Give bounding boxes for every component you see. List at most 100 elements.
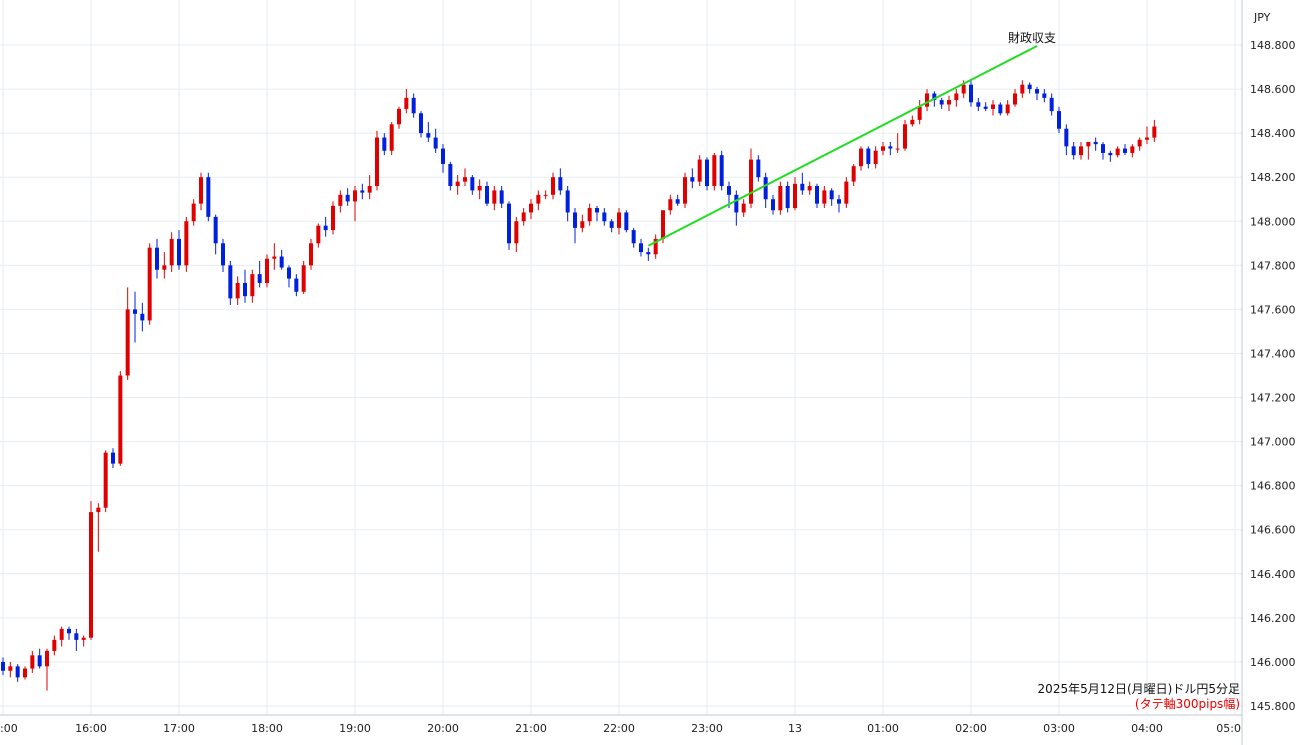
candle-down — [998, 104, 1003, 114]
y-tick-label: 147.000 — [1250, 436, 1296, 449]
candle-up — [45, 650, 49, 667]
candle-down — [565, 190, 570, 213]
candle-down — [441, 148, 445, 164]
candle-down — [1057, 111, 1061, 129]
candle-up — [521, 212, 526, 222]
candle-down — [609, 221, 614, 228]
candle-up — [822, 190, 827, 204]
candle-down — [639, 243, 643, 253]
currency-unit-label: JPY — [1254, 11, 1271, 24]
candle-up — [463, 177, 467, 182]
price-axis-labels: 148.800 148.600 148.400 148.200 148.000 147.8… — [1250, 39, 1296, 713]
candle-up — [947, 100, 951, 105]
y-tick-label: 145.800 — [1250, 700, 1296, 713]
candle-up — [59, 628, 64, 640]
candle-up — [910, 119, 915, 125]
candle-down — [228, 265, 233, 299]
candle-up — [697, 159, 702, 182]
x-tick-label: 17:00 — [163, 722, 195, 735]
candle-up — [272, 256, 277, 259]
candle-down — [74, 633, 79, 640]
y-tick-label: 147.600 — [1250, 303, 1296, 316]
y-tick-label: 148.000 — [1250, 215, 1296, 228]
annotation-label: 財政収支 — [1008, 31, 1057, 45]
candle-down — [360, 190, 365, 193]
y-tick-label: 147.800 — [1250, 259, 1296, 272]
candle-up — [859, 148, 863, 167]
candle-up — [793, 183, 797, 209]
y-tick-label: 148.400 — [1250, 127, 1296, 140]
candle-up — [961, 84, 966, 94]
candle-down — [756, 159, 761, 178]
candle-up — [712, 155, 717, 187]
x-tick-label: 03:00 — [1043, 722, 1075, 735]
candle-down — [558, 177, 563, 191]
candle-down — [1108, 152, 1113, 156]
candle-down — [15, 666, 20, 678]
candle-up — [316, 225, 321, 244]
candle-up — [536, 194, 541, 204]
candle-down — [705, 159, 709, 187]
candle-down — [771, 199, 775, 211]
candle-up — [778, 186, 783, 211]
candle-down — [624, 212, 629, 231]
x-tick-label: 01:00 — [867, 722, 899, 735]
candle-up — [873, 150, 878, 164]
candle-up — [353, 190, 357, 202]
candle-up — [587, 208, 592, 222]
candle-up — [954, 93, 959, 101]
candle-down — [1027, 84, 1032, 90]
candle-down — [470, 177, 475, 191]
candle-down — [1049, 97, 1054, 112]
candle-down — [595, 208, 599, 213]
candle-down — [37, 655, 42, 667]
candle-down — [243, 282, 247, 297]
candle-up — [1086, 141, 1091, 147]
candle-down — [785, 186, 790, 209]
y-tick-label: 148.200 — [1250, 171, 1296, 184]
candle-down — [177, 238, 181, 266]
candle-up — [404, 97, 409, 109]
candle-down — [111, 452, 115, 464]
y-tick-label: 147.400 — [1250, 347, 1296, 360]
candle-up — [455, 181, 460, 187]
candle-up — [1005, 104, 1010, 114]
candle-down — [133, 309, 137, 314]
candle-up — [925, 93, 929, 107]
candle-down — [602, 212, 607, 222]
candle-up — [235, 282, 240, 299]
x-tick-label: 21:00 — [515, 722, 547, 735]
candle-down — [631, 230, 636, 244]
x-tick-label: 23:00 — [691, 722, 723, 735]
x-tick-label: 22:00 — [603, 722, 635, 735]
candle-up — [89, 512, 93, 638]
candle-up — [389, 124, 394, 151]
chart-caption: 2025年5月12日(月曜日)ドル円5分足 — [1037, 682, 1240, 696]
candle-up — [338, 194, 343, 206]
candle-up — [668, 199, 673, 211]
y-tick-label: 146.400 — [1250, 568, 1296, 581]
candle-down — [646, 252, 651, 255]
candle-up — [661, 210, 665, 239]
candle-down — [419, 113, 423, 134]
candle-down — [323, 225, 328, 231]
candles-group — [1, 80, 1157, 691]
candle-down — [1064, 128, 1069, 147]
candle-up — [1079, 146, 1083, 156]
candle-down — [1101, 144, 1105, 153]
candle-down — [1093, 141, 1098, 145]
candle-up — [514, 221, 519, 244]
candle-down — [969, 84, 973, 103]
y-tick-label: 148.600 — [1250, 83, 1296, 96]
candle-up — [851, 166, 856, 182]
candle-down — [1, 661, 5, 671]
candle-down — [690, 177, 695, 182]
y-tick-label: 146.200 — [1250, 612, 1296, 625]
candle-down — [719, 155, 724, 187]
candle-up — [184, 221, 189, 266]
candle-down — [140, 313, 145, 321]
candle-up — [683, 177, 687, 204]
candle-down — [1035, 89, 1039, 94]
candle-down — [1123, 148, 1127, 153]
